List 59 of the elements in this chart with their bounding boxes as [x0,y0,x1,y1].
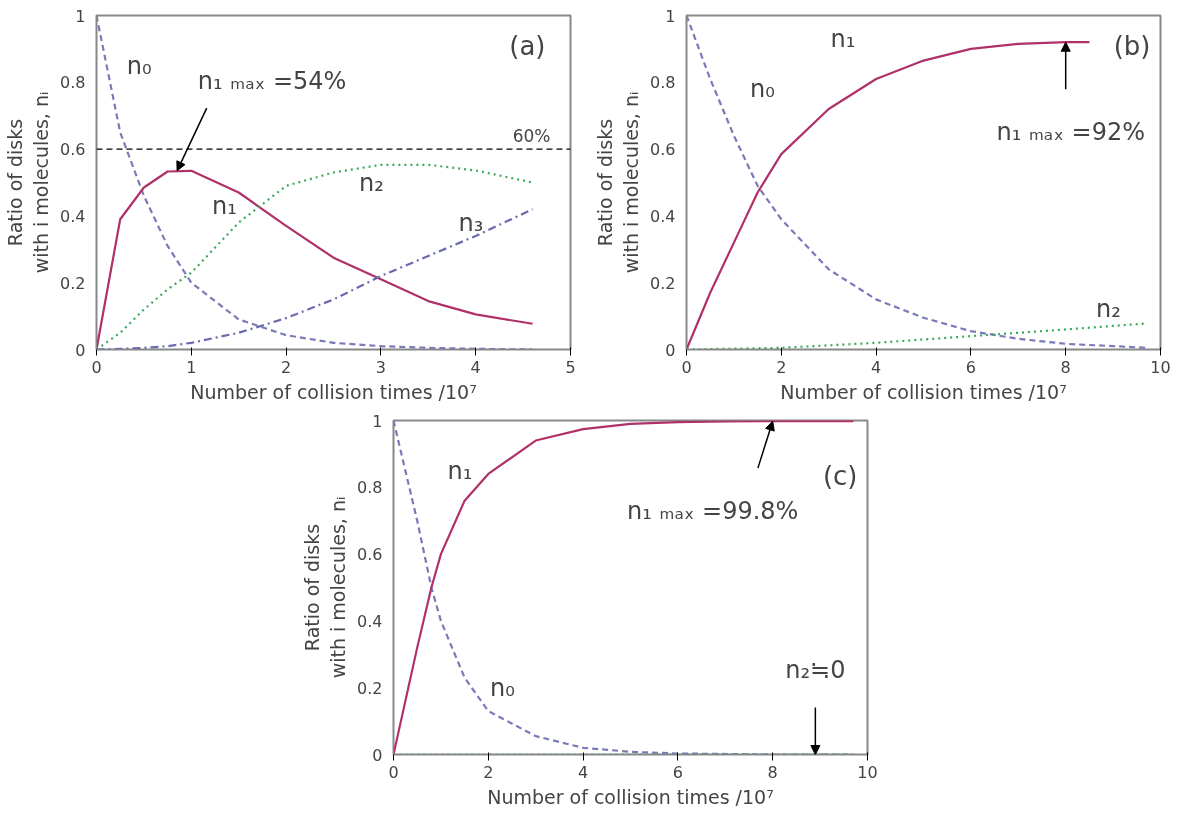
annotation: n₂≒0 [785,655,846,684]
series-label: n₂ [1095,295,1121,324]
x-axis-title: Number of collision times /10⁷ [780,380,1067,403]
y-tick-label: 0.8 [357,478,383,498]
y-tick-label: 0.4 [650,206,676,226]
y-tick-label: 1 [75,6,86,26]
x-tick-label: 0 [681,357,692,377]
y-tick-label: 0.8 [60,73,86,93]
y-tick-label: 0 [665,340,676,360]
x-tick-label: 6 [965,357,976,377]
series-label: n₃ [458,208,484,237]
series-label: n₀ [126,51,152,80]
x-tick-label: 4 [470,357,481,377]
y-tick-label: 0.2 [357,678,383,698]
x-tick-label: 2 [281,357,292,377]
y-tick-label: 1 [665,6,676,26]
x-tick-label: 1 [186,357,197,377]
x-tick-label: 8 [1060,357,1071,377]
annotation: (b) [1113,30,1151,61]
series-label: n₁ [830,24,856,53]
y-tick-label: 0.4 [60,206,86,226]
series-label: n₀ [749,74,775,103]
series-label: n₁ [447,456,473,485]
y-tick-label: 0.6 [650,140,676,160]
x-tick-label: 10 [1150,357,1171,377]
y-axis-title: Ratio of disks with i molecules, nᵢ [593,91,643,274]
x-tick-label: 5 [565,357,576,377]
x-axis-title: Number of collision times /10⁷ [487,785,774,808]
series-label: n₁ [212,191,237,220]
annotation: n₁ ₘₐₓ =54% [197,66,347,95]
y-tick-label: 0.2 [60,273,86,293]
x-tick-label: 3 [375,357,386,377]
x-tick-label: 4 [578,762,589,782]
y-tick-label: 0.4 [357,611,383,631]
x-tick-label: 2 [483,762,494,782]
series-label: n₂ [359,168,384,197]
annotation: (a) [509,30,546,61]
y-tick-label: 0.8 [650,73,676,93]
y-axis-title: Ratio of disks with i molecules, nᵢ [3,91,53,274]
x-axis-title: Number of collision times /10⁷ [190,380,477,403]
x-tick-label: 4 [871,357,882,377]
y-tick-label: 0.6 [60,140,86,160]
ref-line-label: 60% [512,126,551,147]
annotation: n₁ ₘₐₓ =92% [996,118,1145,147]
x-tick-label: 0 [388,762,399,782]
series-label: n₀ [490,673,515,702]
y-axis-title: Ratio of disks with i molecules, nᵢ [300,496,350,679]
x-tick-label: 10 [857,762,878,782]
x-tick-label: 0 [91,357,102,377]
annotation: (c) [822,460,858,491]
y-tick-label: 0.6 [357,545,383,565]
y-tick-label: 0 [75,340,86,360]
x-tick-label: 2 [776,357,787,377]
annotation: n₁ ₘₐₓ =99.8% [626,497,799,526]
x-tick-label: 8 [767,762,778,782]
y-tick-label: 0.2 [650,273,676,293]
y-tick-label: 1 [372,411,383,431]
x-tick-label: 6 [672,762,683,782]
y-tick-label: 0 [372,745,383,765]
